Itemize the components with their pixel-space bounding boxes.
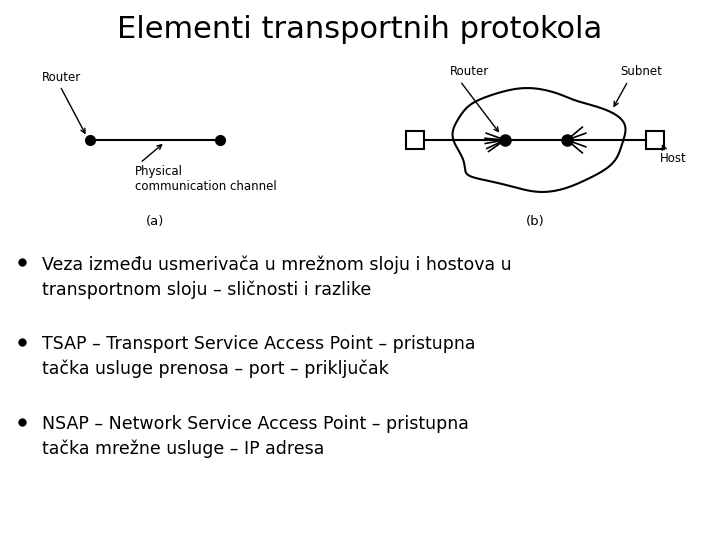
Text: Physical
communication channel: Physical communication channel xyxy=(135,165,276,193)
Text: Router: Router xyxy=(450,65,490,78)
Text: Host: Host xyxy=(660,152,687,165)
Text: Subnet: Subnet xyxy=(620,65,662,78)
Text: Elementi transportnih protokola: Elementi transportnih protokola xyxy=(117,16,603,44)
Text: NSAP – Network Service Access Point – pristupna
tačka mrežne usluge – IP adresa: NSAP – Network Service Access Point – pr… xyxy=(42,415,469,458)
Text: (a): (a) xyxy=(146,215,164,228)
Text: (b): (b) xyxy=(526,215,544,228)
Bar xyxy=(406,131,424,149)
Text: Router: Router xyxy=(42,71,81,84)
Bar xyxy=(646,131,664,149)
Text: TSAP – Transport Service Access Point – pristupna
tačka usluge prenosa – port – : TSAP – Transport Service Access Point – … xyxy=(42,335,475,378)
Text: Veza između usmerivača u mrežnom sloju i hostova u
transportnom sloju – sličnost: Veza između usmerivača u mrežnom sloju i… xyxy=(42,255,512,299)
